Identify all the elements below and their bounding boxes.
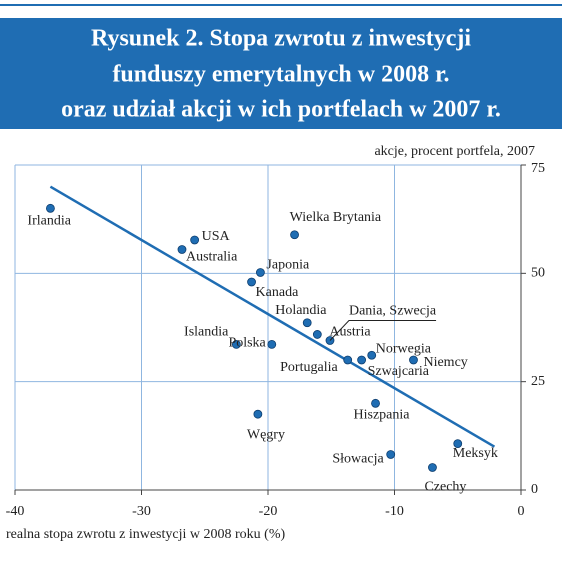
point — [371, 398, 380, 408]
x-tick-label: -10 — [385, 504, 404, 519]
point-label: Holandia — [275, 303, 327, 318]
point-label: Austria — [329, 325, 371, 340]
point — [428, 463, 437, 472]
point-label: Norwegia — [376, 341, 432, 356]
point-label: Meksyk — [453, 446, 498, 461]
label-leader — [329, 320, 437, 341]
point — [312, 330, 322, 339]
x-tick-label: -40 — [6, 504, 25, 519]
point — [386, 450, 396, 459]
y-tick-label: 75 — [531, 161, 545, 176]
point-label: Irlandia — [27, 214, 71, 229]
point-label: Słowacja — [332, 452, 384, 467]
point-label: Niemcy — [423, 355, 467, 370]
point — [247, 277, 256, 287]
point — [367, 350, 377, 360]
x-axis-label: realna stopa zwrotu z inwestycji w 2008 … — [6, 527, 285, 542]
y-axis-label: akcje, procent portfela, 2007 — [374, 144, 535, 159]
point — [256, 268, 265, 277]
y-tick-label: 0 — [531, 482, 538, 497]
point-label: Czechy — [424, 480, 466, 495]
point — [267, 339, 277, 349]
point-label: Wielka Brytania — [290, 210, 382, 225]
point-label: Szwajcaria — [368, 364, 430, 379]
x-tick-label: 0 — [518, 504, 525, 519]
point — [453, 439, 463, 449]
point-label: Węgry — [247, 427, 285, 442]
point — [343, 355, 353, 365]
point — [302, 318, 312, 328]
y-tick-label: 25 — [531, 374, 545, 389]
point-label: Portugalia — [280, 360, 338, 375]
point — [177, 245, 187, 254]
point — [290, 230, 299, 240]
point-label: Hiszpania — [354, 408, 411, 423]
point-label: Islandia — [184, 325, 229, 340]
x-tick-label: -30 — [132, 504, 151, 519]
point — [231, 339, 241, 349]
point-label: USA — [202, 229, 231, 244]
point-label: Dania, Szwecja — [349, 304, 437, 319]
point-label: Polska — [228, 336, 266, 351]
y-tick-label: 50 — [531, 266, 545, 281]
point — [409, 355, 418, 365]
point-label: Japonia — [266, 258, 310, 273]
chart-title: Rysunek 2. Stopa zwrotu z inwestycji — [91, 26, 471, 52]
point-label: Kanada — [256, 285, 300, 300]
trend-line — [49, 185, 496, 448]
title-box — [0, 18, 562, 129]
chart-title: funduszy emerytalnych w 2008 r. — [112, 62, 449, 88]
point — [46, 203, 55, 213]
point — [357, 355, 367, 365]
point-label: Australia — [186, 250, 238, 265]
chart-title: oraz udział akcji w ich portfelach w 200… — [61, 97, 501, 123]
point — [190, 235, 200, 245]
point — [253, 409, 263, 419]
x-tick-label: -20 — [259, 504, 278, 519]
